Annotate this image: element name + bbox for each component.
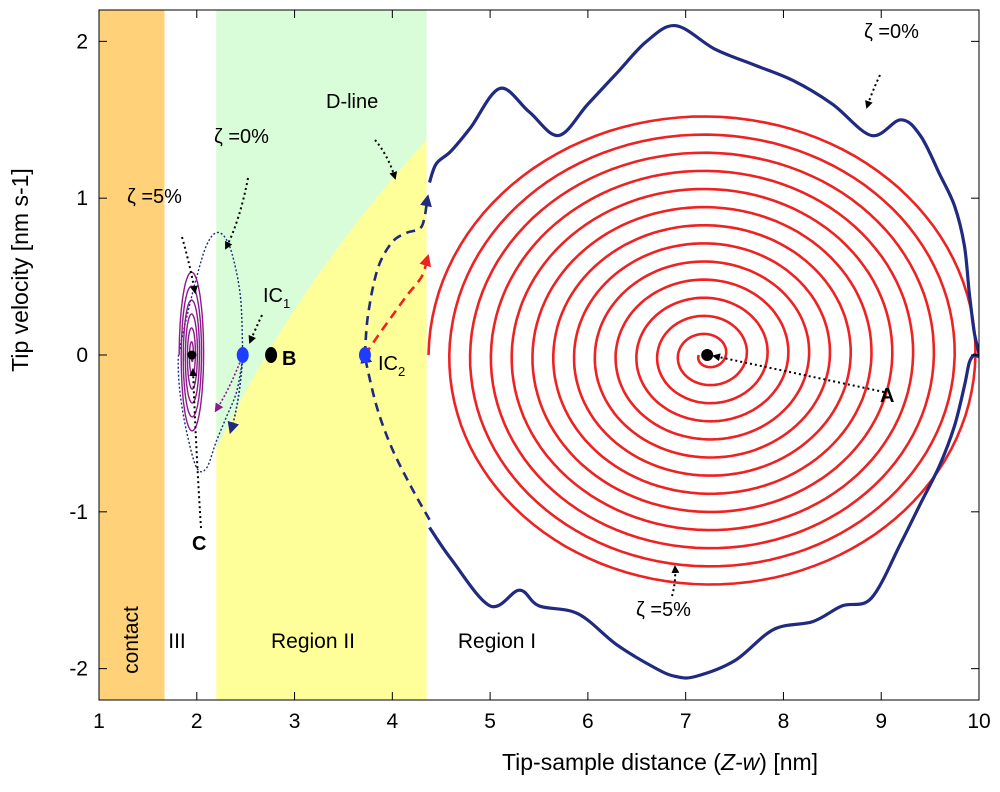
- point-label-c: C: [192, 533, 206, 555]
- x-tick-label-1: 2: [191, 710, 203, 733]
- x-axis-label-post: ) [nm]: [759, 749, 818, 775]
- x-tick-label-7: 8: [778, 710, 790, 733]
- pointer-zeta-0-region-i: [865, 74, 881, 109]
- ic2-marker: [358, 347, 371, 363]
- region-label-contact: contact: [120, 606, 143, 674]
- x-tick-label-9: 10: [967, 710, 990, 733]
- x-tick-label-0: 1: [93, 710, 105, 733]
- x-tick-label-6: 7: [680, 710, 692, 733]
- series-zeta0-orbit-region-i: [427, 24, 979, 680]
- series-zeta5-spiral-a: [427, 115, 977, 586]
- pointer-a: [712, 353, 885, 393]
- region-ii-upper-zone: [216, 10, 427, 450]
- x-tick-label-2: 3: [289, 710, 301, 733]
- ic1-marker: [236, 347, 249, 363]
- x-tick-label-4: 5: [484, 710, 496, 733]
- pointer-zeta-5-region-i: [671, 565, 680, 597]
- x-axis-label-pre: Tip-sample distance (: [502, 749, 721, 775]
- region-label-ii: Region II: [271, 630, 355, 653]
- curves-layer: [177, 24, 979, 680]
- y-tick-label-4: 2: [76, 30, 88, 53]
- d-line-label: D-line: [326, 91, 378, 113]
- ic2-label: IC2: [378, 353, 405, 379]
- ic1-label-sub: 1: [283, 296, 290, 311]
- tick-layer: 1 2 3 4 5 6 7 8 9 10 -2 -1 0 1 2: [69, 10, 991, 733]
- ic2-label-base: IC: [378, 353, 398, 375]
- series-ic2-zeta0-upper: [363, 194, 432, 356]
- region-contact: [99, 10, 165, 700]
- point-label-b: B: [282, 348, 296, 370]
- y-axis-label: Tip velocity [nm s-1]: [7, 168, 33, 372]
- y-tick-label-3: 1: [76, 187, 88, 210]
- x-axis-label: Tip-sample distance (Z-w) [nm]: [502, 749, 818, 775]
- x-tick-label-3: 4: [386, 710, 398, 733]
- series-ic1-arrow-navy: [227, 354, 244, 435]
- x-axis-label-var: Z-w: [720, 749, 761, 775]
- regions-layer: [99, 10, 427, 700]
- pointer-zeta-5-region-iii: [181, 236, 198, 294]
- x-tick-label-8: 9: [875, 710, 887, 733]
- ic1-label: IC1: [263, 285, 290, 311]
- point-a-marker: [701, 349, 714, 361]
- ic1-label-base: IC: [263, 285, 283, 307]
- region-label-iii: III: [168, 630, 186, 653]
- point-b-marker: [265, 347, 278, 363]
- zeta-5-label-region-iii: ζ =5%: [127, 186, 182, 208]
- pointer-ic1: [248, 314, 263, 344]
- point-c-marker: [187, 350, 197, 360]
- y-tick-label-0: -2: [69, 658, 88, 681]
- zeta-0-label-region-i: ζ =0%: [864, 21, 919, 43]
- series-ic2-zeta5: [363, 253, 432, 356]
- zeta-5-label-region-i: ζ =5%: [636, 599, 691, 621]
- y-tick-label-1: -1: [69, 501, 88, 524]
- annotations-layer: contact III Region II Region I D-line ζ …: [120, 21, 919, 674]
- ic2-label-sub: 2: [398, 364, 405, 379]
- series-ic1-zeta0-orbit: [177, 231, 244, 473]
- y-tick-label-2: 0: [76, 344, 88, 367]
- point-label-a: A: [880, 385, 894, 407]
- region-label-i: Region I: [458, 630, 536, 653]
- series-ic2-zeta0-lower: [360, 351, 431, 521]
- zeta-0-label-region-iii: ζ =0%: [214, 126, 269, 148]
- x-tick-label-5: 6: [582, 710, 594, 733]
- pointer-d-line: [374, 139, 398, 180]
